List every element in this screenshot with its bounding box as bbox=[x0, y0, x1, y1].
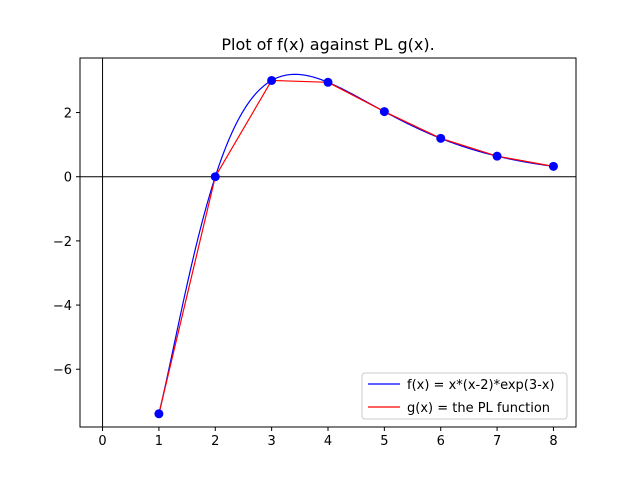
y-tick-label: 2 bbox=[64, 107, 72, 122]
axis-lines bbox=[80, 58, 576, 427]
series-line-f bbox=[158, 73, 554, 414]
x-tick-label: 8 bbox=[549, 434, 557, 449]
plot-area-frame bbox=[79, 57, 577, 428]
legend-label-g: g(x) = the PL function bbox=[407, 401, 550, 416]
y-tick-label: −4 bbox=[53, 299, 72, 314]
data-point-marker bbox=[379, 107, 389, 117]
data-point-marker bbox=[492, 151, 502, 161]
data-point-marker bbox=[323, 77, 333, 87]
data-point-marker bbox=[154, 409, 164, 419]
x-tick-label: 2 bbox=[211, 434, 219, 449]
y-tick-label: 0 bbox=[64, 171, 72, 186]
x-tick-label: 7 bbox=[493, 434, 501, 449]
data-point-marker bbox=[267, 75, 277, 85]
data-point-marker bbox=[436, 133, 446, 143]
data-point-marker bbox=[210, 172, 220, 182]
legend: f(x) = x*(x-2)*exp(3-x) g(x) = the PL fu… bbox=[361, 372, 568, 420]
x-axis-ticks: 0 1 2 3 4 5 6 7 8 bbox=[98, 427, 558, 449]
series-layer bbox=[158, 73, 554, 414]
marker-layer bbox=[154, 75, 558, 419]
y-tick-label: −2 bbox=[53, 235, 72, 250]
x-tick-label: 4 bbox=[324, 434, 332, 449]
x-tick-label: 0 bbox=[98, 434, 106, 449]
y-axis-ticks: −6 −4 −2 0 2 bbox=[53, 107, 80, 378]
x-tick-label: 6 bbox=[437, 434, 445, 449]
x-tick-label: 1 bbox=[155, 434, 163, 449]
chart-title: Plot of f(x) against PL g(x). bbox=[221, 35, 434, 54]
series-line-g bbox=[158, 79, 554, 414]
y-tick-label: −6 bbox=[53, 363, 72, 378]
x-tick-label: 3 bbox=[267, 434, 275, 449]
legend-box bbox=[361, 372, 568, 420]
legend-label-f: f(x) = x*(x-2)*exp(3-x) bbox=[407, 378, 555, 393]
x-tick-label: 5 bbox=[380, 434, 388, 449]
data-point-marker bbox=[548, 161, 558, 171]
